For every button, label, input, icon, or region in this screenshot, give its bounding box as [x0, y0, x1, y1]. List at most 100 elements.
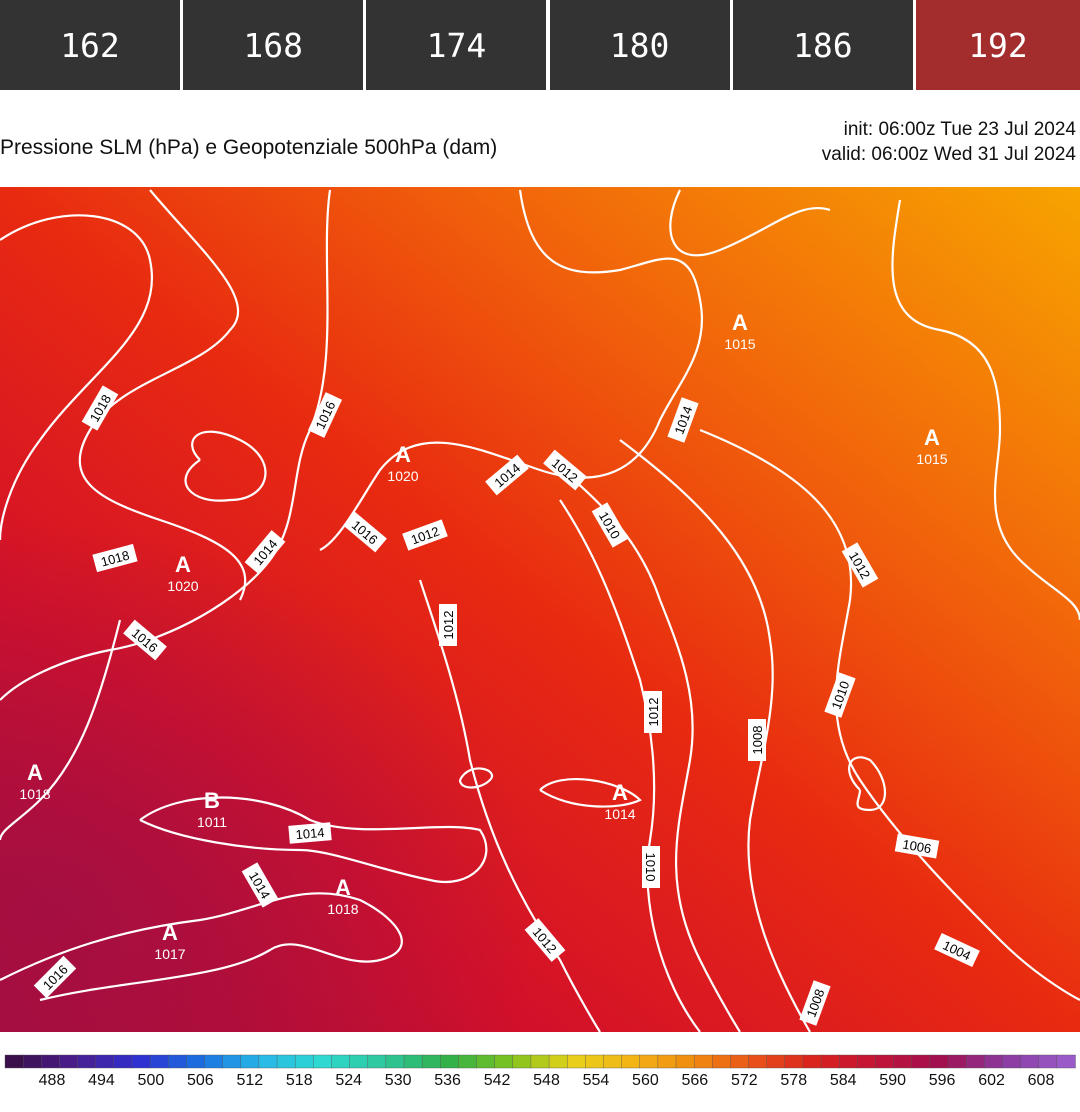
colorbar: 488 494 500 506 512 518 524 530 536 542 548 554 560 5…: [4, 1054, 1076, 1089]
contour-label-text: 1012: [530, 924, 560, 956]
colorbar-swatch: [294, 1054, 315, 1069]
contour-label-box: [343, 511, 387, 553]
colorbar-label: 590: [879, 1072, 906, 1089]
contour-label-text: 1016: [129, 625, 161, 655]
forecast-hour-tab[interactable]: 180: [549, 0, 730, 90]
colorbar-swatch: [458, 1054, 478, 1069]
map-shade: [0, 187, 1080, 1032]
contour-label-text: 1014: [250, 536, 280, 568]
contour-label: 1014: [244, 530, 286, 574]
center-letter: A: [395, 442, 411, 467]
contour-label-text: 1014: [295, 825, 325, 842]
colorbar-swatch: [1002, 1054, 1022, 1069]
contour-label-box: [934, 932, 980, 968]
contour-label-box: [485, 454, 529, 496]
colorbar-label: 518: [286, 1072, 313, 1089]
colorbar-label: 548: [533, 1072, 560, 1089]
contour-label-text: 1014: [671, 404, 695, 436]
contour-label: 1016: [343, 511, 387, 553]
contour-label-text: 1018: [87, 392, 114, 425]
contour-label-box: [307, 392, 343, 438]
center-letter: A: [175, 552, 191, 577]
colorbar-label: 560: [632, 1072, 659, 1089]
center-value: 1017: [154, 946, 185, 962]
colorbar-swatch: [168, 1054, 188, 1069]
contour-label-box: [748, 719, 766, 761]
forecast-hour-tab[interactable]: 186: [732, 0, 913, 90]
contour-label-box: [799, 980, 831, 1026]
contour-label-text: 1016: [313, 399, 339, 432]
contour-label-text: 1012: [409, 523, 441, 547]
colorbar-swatch: [585, 1054, 605, 1069]
contour-label: 1004: [934, 932, 980, 968]
center-letter: A: [732, 310, 748, 335]
isobars: [0, 189, 1080, 1033]
colorbar-swatch: [893, 1054, 913, 1069]
contour-label: 1016: [123, 619, 167, 661]
colorbar-swatch: [440, 1054, 460, 1069]
colorbar-swatch: [476, 1054, 496, 1069]
colorbar-swatch: [530, 1054, 550, 1069]
contour-label: 1014: [667, 397, 699, 443]
center-value: 1018: [327, 901, 358, 917]
contour-label-box: [644, 691, 662, 733]
center-letter: A: [27, 760, 43, 785]
colorbar-swatch: [839, 1054, 859, 1069]
colorbar-swatch: [567, 1054, 587, 1069]
contour-label-box: [33, 955, 77, 999]
contour-label: 1008: [799, 980, 831, 1026]
colorbar-swatch: [276, 1054, 296, 1069]
contour-label-text: 1012: [846, 549, 873, 582]
contour-label: 1018: [92, 543, 138, 573]
init-time: init: 06:00z Tue 23 Jul 2024: [843, 119, 1076, 140]
contour-label-text: 1012: [441, 611, 456, 640]
center-value: 1014: [604, 806, 635, 822]
contour-label-text: 1014: [246, 869, 273, 902]
colorbar-label: 578: [780, 1072, 807, 1089]
contour-label-text: 1010: [596, 509, 623, 542]
colorbar-swatch: [421, 1054, 441, 1069]
contour-label: 1010: [591, 502, 629, 548]
forecast-hour-tab[interactable]: 168: [183, 0, 364, 90]
colorbar-swatch: [512, 1054, 532, 1069]
forecast-hour-tab[interactable]: 174: [366, 0, 547, 90]
colorbar-label: 500: [138, 1072, 165, 1089]
colorbar-label: 566: [681, 1072, 708, 1089]
contour-label-box: [591, 502, 629, 548]
contour-label-box: [642, 846, 660, 888]
contour-label-box: [92, 543, 138, 573]
contour-label: 1014: [241, 862, 279, 908]
colorbar-label: 488: [39, 1072, 66, 1089]
contour-label: 1012: [543, 449, 587, 491]
contour-label-text: 1008: [750, 726, 765, 755]
colorbar-label: 584: [830, 1072, 857, 1089]
contour-label-box: [543, 449, 587, 491]
contour-label-box: [439, 604, 457, 646]
colorbar-swatch: [802, 1054, 822, 1069]
contour-label: 1012: [841, 542, 879, 588]
colorbar-swatch: [494, 1054, 514, 1069]
colorbar-swatch: [1056, 1054, 1076, 1069]
center-value: 1015: [916, 451, 947, 467]
contour-label-text: 1006: [901, 837, 932, 857]
contour-label-text: 1010: [828, 679, 852, 711]
forecast-hour-tab[interactable]: 192: [916, 0, 1080, 90]
colorbar-swatch: [349, 1054, 369, 1069]
colorbar-label: 554: [583, 1072, 610, 1089]
forecast-hour-tab[interactable]: 162: [0, 0, 180, 90]
center-letter: A: [924, 425, 940, 450]
colorbar-swatch: [929, 1054, 949, 1069]
valid-time: valid: 06:00z Wed 31 Jul 2024: [821, 144, 1076, 165]
colorbar-label: 512: [236, 1072, 263, 1089]
colorbar-swatch: [331, 1054, 351, 1069]
contour-label-text: 1012: [646, 698, 661, 727]
colorbar-swatch: [131, 1054, 151, 1069]
contour-label: 1010: [642, 846, 660, 888]
colorbar-swatch: [258, 1054, 278, 1069]
contour-label-box: [288, 822, 332, 844]
contour-label: 1012: [644, 691, 662, 733]
contour-label-text: 1012: [549, 455, 581, 485]
